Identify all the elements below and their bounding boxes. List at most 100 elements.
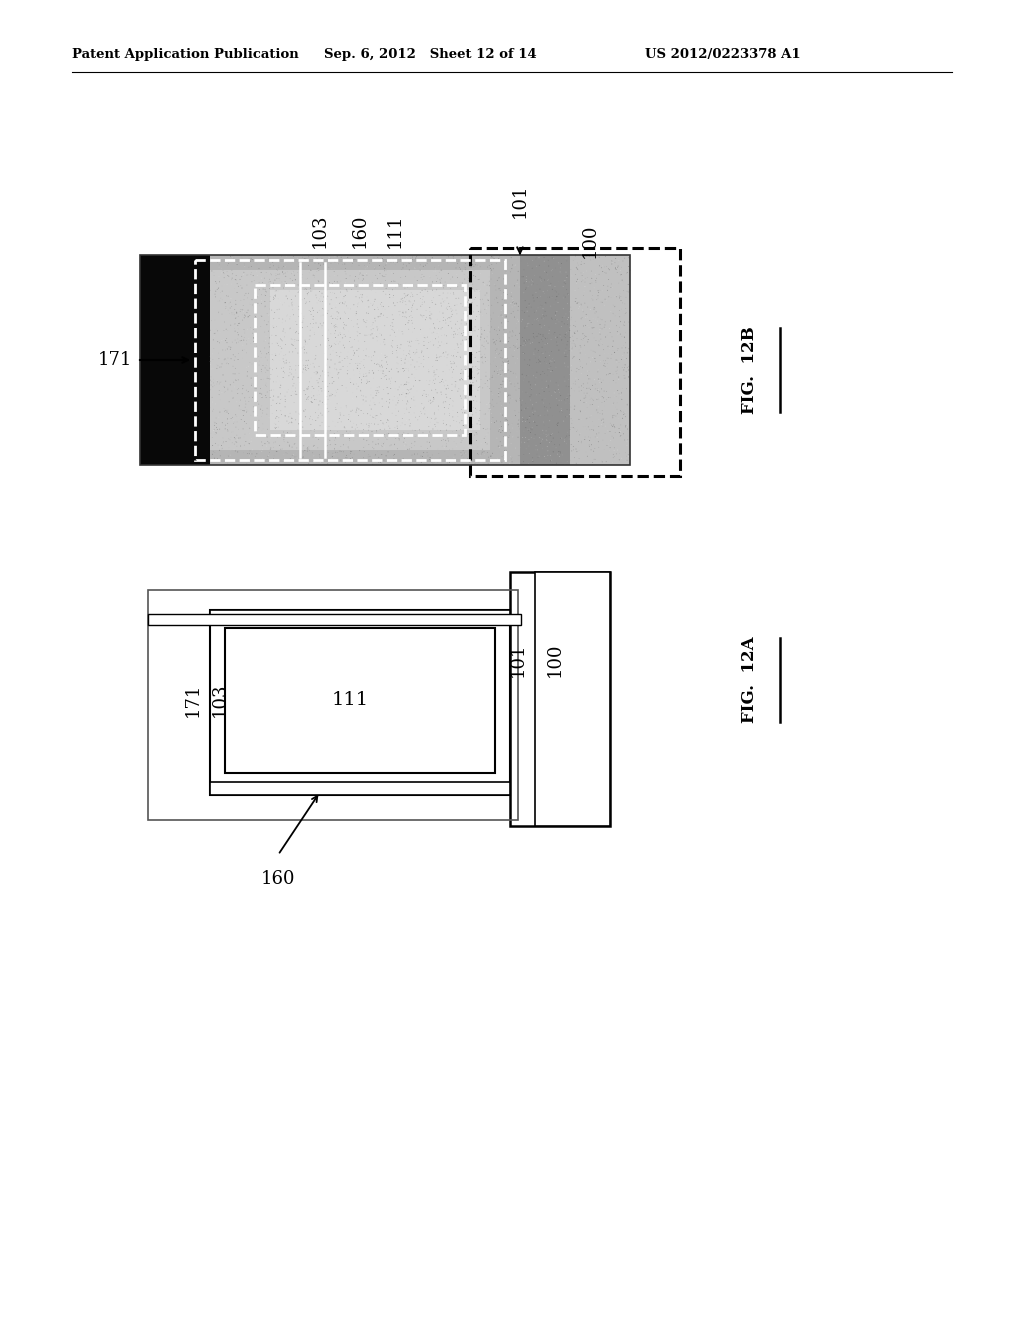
Point	[265, 379, 282, 400]
Point	[362, 315, 379, 337]
Point	[483, 309, 500, 330]
Point	[267, 281, 284, 302]
Point	[500, 312, 516, 333]
Point	[307, 348, 324, 370]
Point	[221, 411, 238, 432]
Point	[479, 376, 496, 397]
Point	[493, 422, 509, 444]
Point	[528, 309, 545, 330]
Point	[466, 367, 482, 388]
Point	[610, 256, 627, 277]
Point	[355, 418, 372, 440]
Point	[442, 351, 459, 372]
Point	[205, 329, 221, 350]
Point	[299, 441, 315, 462]
Point	[594, 409, 610, 430]
Point	[239, 264, 255, 285]
Point	[332, 331, 348, 352]
Point	[505, 321, 521, 342]
Point	[482, 399, 499, 420]
Point	[324, 335, 340, 356]
Point	[534, 268, 550, 289]
Point	[618, 430, 635, 451]
Point	[490, 437, 507, 458]
Point	[524, 331, 541, 352]
Point	[428, 408, 444, 429]
Point	[274, 330, 291, 351]
Point	[440, 397, 457, 418]
Point	[482, 310, 499, 331]
Point	[324, 259, 340, 280]
Point	[310, 395, 327, 416]
Point	[525, 300, 542, 321]
Point	[617, 414, 634, 436]
Point	[240, 444, 256, 465]
Point	[520, 293, 537, 314]
Point	[609, 440, 626, 461]
Point	[257, 375, 273, 396]
Point	[324, 446, 340, 467]
Point	[381, 360, 397, 381]
Point	[396, 360, 413, 381]
Point	[452, 318, 468, 339]
Point	[486, 330, 503, 351]
Point	[482, 393, 499, 414]
Point	[547, 381, 563, 403]
Point	[488, 343, 505, 364]
Point	[349, 325, 366, 346]
Point	[247, 352, 263, 374]
Point	[362, 350, 379, 371]
Point	[370, 380, 386, 401]
Point	[437, 391, 454, 412]
Point	[208, 271, 224, 292]
Point	[364, 399, 380, 420]
Point	[232, 330, 249, 351]
Point	[603, 273, 620, 294]
Point	[371, 451, 387, 473]
Point	[413, 288, 429, 309]
Point	[252, 440, 268, 461]
Point	[564, 338, 581, 359]
Point	[349, 355, 366, 376]
Point	[323, 289, 339, 310]
Point	[467, 317, 483, 338]
Point	[406, 342, 422, 363]
Point	[253, 268, 269, 289]
Point	[383, 335, 399, 356]
Point	[377, 437, 393, 458]
Point	[510, 372, 526, 393]
Point	[621, 256, 637, 277]
Point	[607, 396, 624, 417]
Point	[318, 280, 335, 301]
Point	[231, 392, 248, 413]
Point	[591, 401, 607, 422]
Point	[217, 298, 233, 319]
Point	[342, 422, 358, 444]
Point	[297, 273, 313, 294]
Point	[365, 360, 381, 381]
Point	[392, 247, 409, 268]
Point	[290, 327, 306, 348]
Point	[404, 257, 421, 279]
Point	[500, 409, 516, 430]
Point	[303, 367, 319, 388]
Point	[537, 405, 553, 426]
Point	[536, 302, 552, 323]
Point	[273, 425, 290, 446]
Point	[249, 389, 265, 411]
Point	[544, 286, 560, 308]
Point	[446, 339, 463, 360]
Point	[558, 338, 574, 359]
Point	[495, 371, 511, 392]
Point	[592, 333, 608, 354]
Point	[613, 389, 630, 411]
Point	[342, 372, 358, 393]
Point	[464, 447, 480, 469]
Point	[322, 356, 338, 378]
Point	[329, 393, 345, 414]
Point	[388, 401, 404, 422]
Point	[331, 393, 347, 414]
Point	[450, 310, 466, 331]
Point	[444, 267, 461, 288]
Point	[608, 385, 625, 407]
